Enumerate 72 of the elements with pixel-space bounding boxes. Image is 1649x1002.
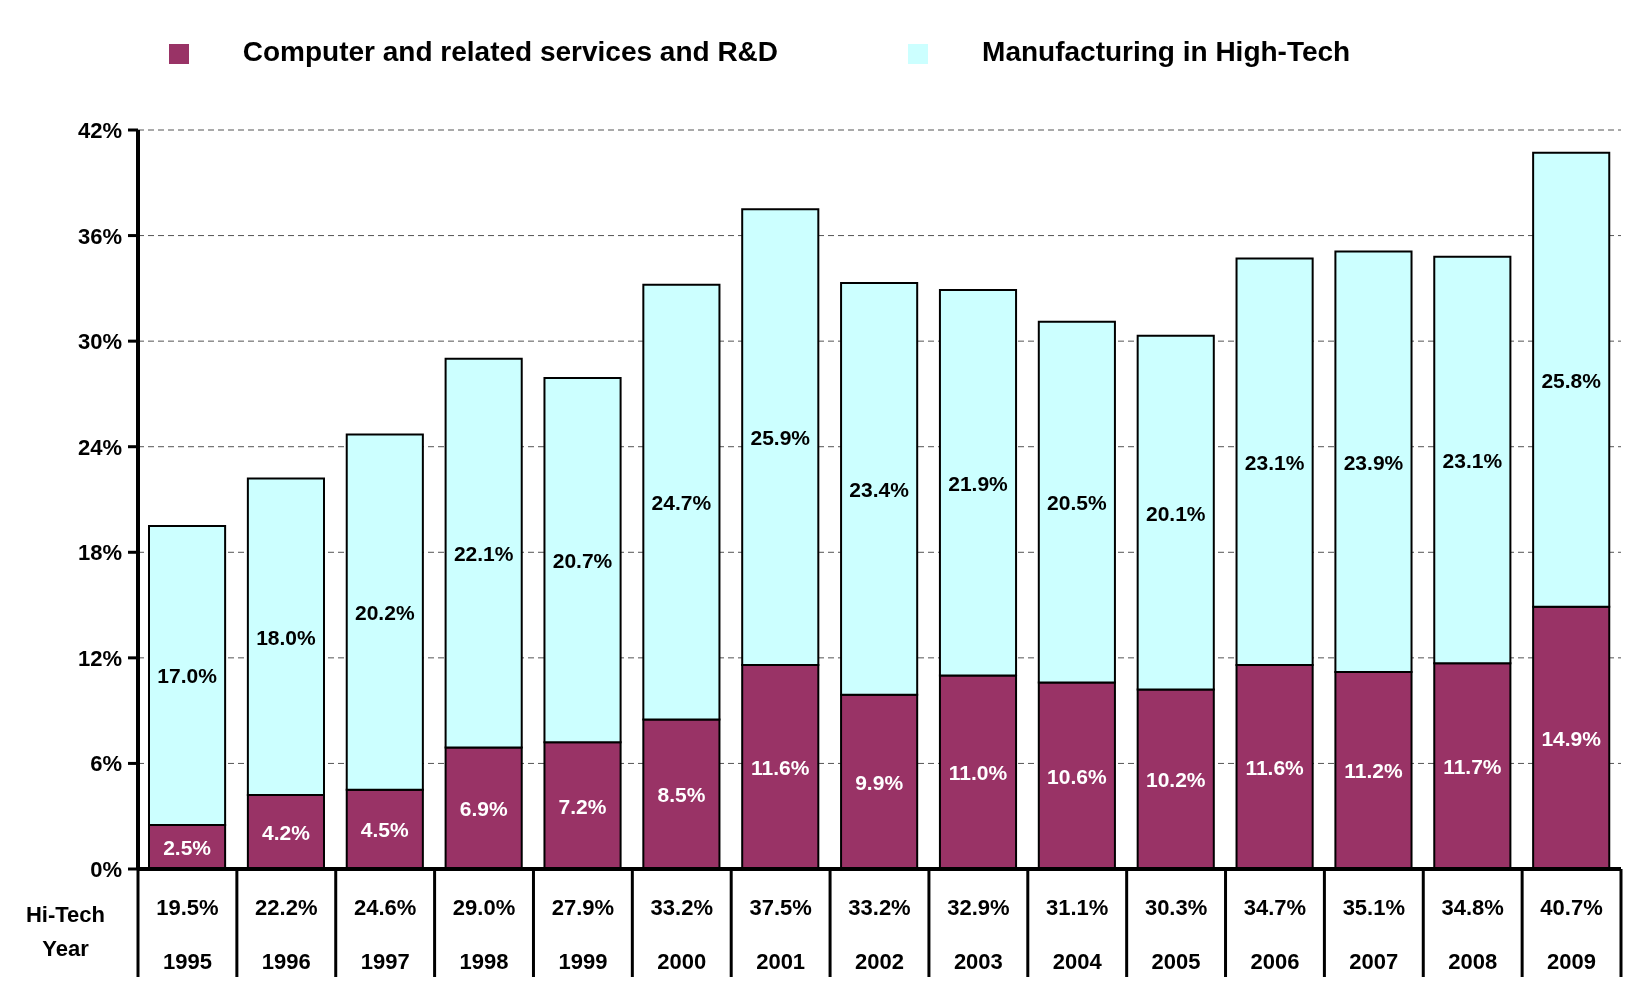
y-tick-label: 18% [77, 540, 122, 566]
x-tick-label: 2006 [1250, 949, 1300, 974]
y-tick-label: 24% [77, 434, 122, 460]
data-label: 14.9% [1541, 726, 1602, 750]
total-label: 29.0% [452, 895, 516, 920]
data-label: 6.9% [459, 797, 508, 821]
data-label: 4.2% [261, 821, 311, 845]
legend-label: Computer and related services and R&D [242, 36, 779, 67]
data-label: 20.2% [355, 601, 415, 625]
data-label: 4.5% [360, 818, 410, 842]
x-axis-title: Year [41, 936, 90, 962]
total-label: 34.8% [1441, 895, 1504, 920]
y-tick-label: 12% [77, 645, 122, 671]
x-tick-label: 2002 [855, 949, 904, 974]
y-tick-label: 30% [77, 329, 122, 355]
total-label: 32.9% [947, 895, 1010, 920]
data-label: 18.0% [256, 625, 317, 649]
total-label: 34.7% [1243, 895, 1307, 920]
x-tick-label: 1995 [162, 949, 212, 974]
total-label: 27.9% [551, 895, 615, 920]
data-label: 20.1% [1145, 501, 1206, 525]
x-tick-label: 1996 [261, 949, 311, 974]
y-tick-label: 36% [77, 223, 122, 249]
total-label: 24.6% [353, 895, 417, 920]
total-label: 37.5% [749, 895, 812, 920]
x-tick-label: 2003 [953, 949, 1003, 974]
data-label: 17.0% [157, 664, 218, 688]
x-tick-label: 2004 [1052, 949, 1103, 974]
data-label: 20.5% [1047, 491, 1107, 515]
total-label: 30.3% [1144, 895, 1208, 920]
data-label: 21.9% [948, 471, 1009, 495]
data-label: 23.1% [1442, 448, 1503, 472]
data-label: 25.9% [750, 426, 811, 450]
data-label: 11.0% [948, 761, 1008, 785]
data-label: 2.5% [163, 836, 212, 860]
text: Hi-Tech [24, 902, 106, 928]
x-tick-label: 2008 [1448, 949, 1498, 974]
data-label: 22.1% [453, 542, 514, 566]
x-tick-label: 2007 [1349, 949, 1399, 974]
total-label: 19.5% [156, 895, 219, 920]
y-tick-label: 0% [90, 857, 122, 882]
y-tick-label: 42% [77, 118, 122, 143]
total-label: 40.7% [1540, 895, 1603, 920]
data-label: 9.9% [855, 770, 904, 794]
data-label: 25.8% [1541, 368, 1602, 392]
data-label: 10.6% [1047, 764, 1107, 788]
x-tick-label: 2005 [1151, 949, 1201, 974]
data-label: 24.7% [651, 491, 712, 515]
data-label: 7.2% [558, 794, 607, 818]
data-label: 23.1% [1244, 450, 1305, 474]
x-tick-label: 1998 [459, 949, 509, 974]
data-label: 11.6% [1245, 755, 1305, 779]
x-tick-label: 2000 [657, 949, 707, 974]
x-tick-label: 2001 [756, 949, 806, 974]
data-label: 23.9% [1343, 450, 1404, 474]
data-label: 11.6% [751, 755, 810, 779]
total-label: 35.1% [1342, 895, 1406, 920]
data-label: 10.2% [1145, 768, 1206, 792]
total-label: 31.1% [1046, 895, 1109, 920]
data-label: 20.7% [552, 549, 613, 573]
x-tick-label: 2009 [1547, 949, 1597, 974]
data-label: 8.5% [657, 783, 706, 807]
total-label: 22.2% [255, 895, 318, 920]
total-label: 33.2% [848, 895, 911, 920]
y-tick-label: 6% [90, 751, 122, 777]
legend-label: Manufacturing in High-Tech [982, 36, 1351, 67]
data-label: 11.2% [1344, 759, 1403, 783]
x-tick-label: 1997 [360, 949, 410, 974]
data-label: 11.7% [1443, 755, 1502, 779]
total-label: 33.2% [650, 895, 713, 920]
data-label: 23.4% [849, 477, 910, 501]
x-tick-label: 1999 [558, 949, 608, 974]
